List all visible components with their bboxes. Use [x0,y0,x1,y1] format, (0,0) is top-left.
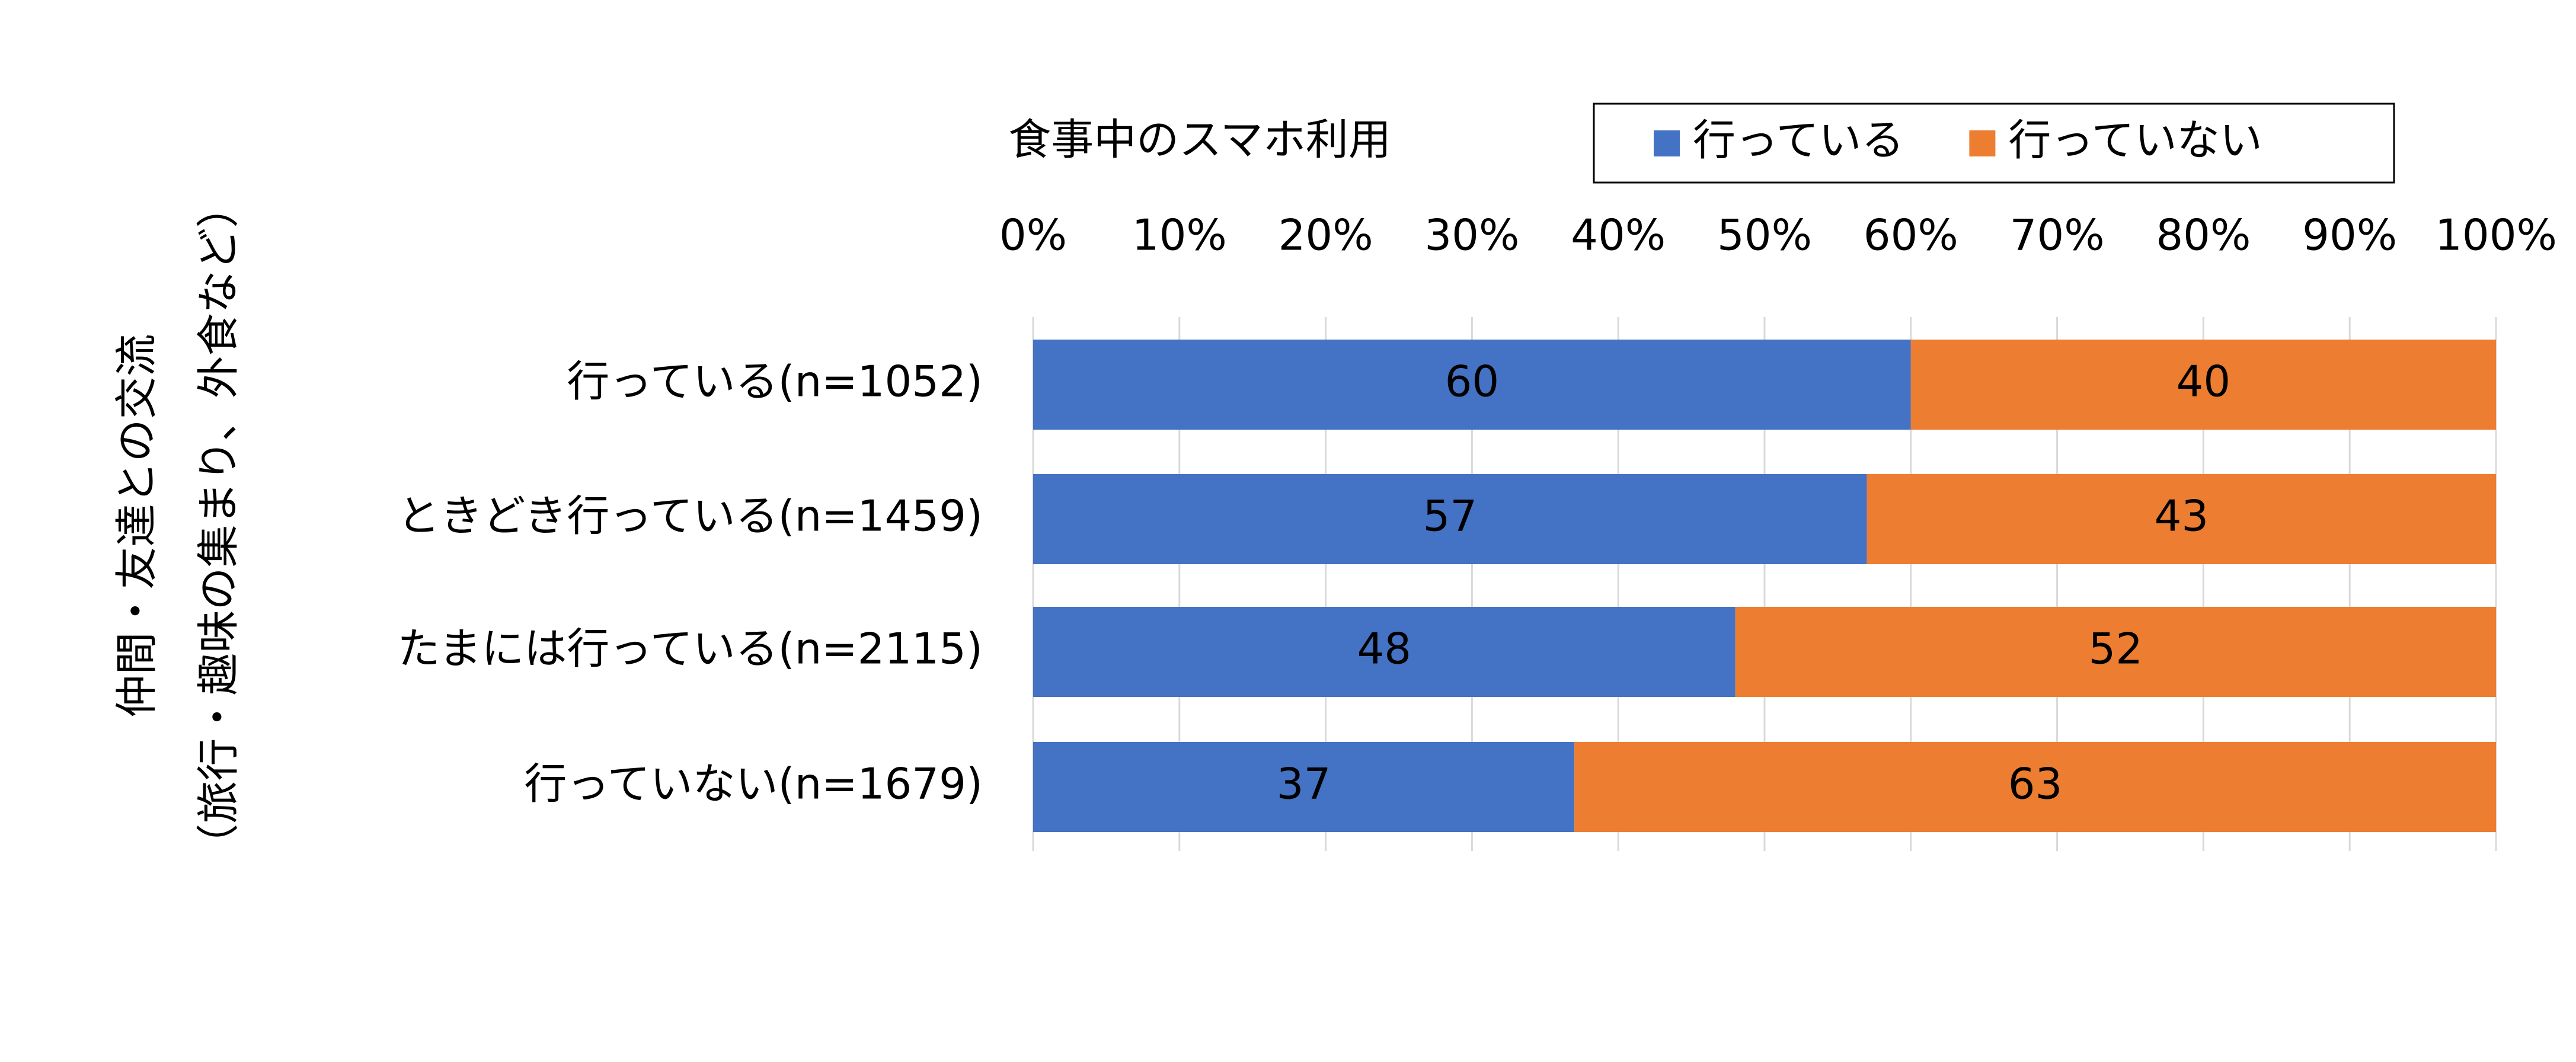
y-tick-label: 行っていない(n=1679) [524,759,983,809]
y-axis-title: 仲間・友達との交流 [112,334,162,717]
y-tick-label: 行っている(n=1052) [567,357,983,407]
x-tick-label: 80% [2156,210,2251,260]
bar-segment [1033,340,1911,430]
x-tick-label: 10% [1132,210,1227,260]
data-label: 40 [2177,357,2231,407]
chart-title: 食事中のスマホ利用 [1008,115,1391,165]
legend-swatch [1654,130,1680,156]
x-tick-label: 0% [999,210,1067,260]
bar-segment [1735,607,2496,697]
bar-segment [1574,742,2496,832]
y-tick-label: ときどき行っている(n=1459) [397,491,983,541]
legend-label: 行っている [1693,116,1904,165]
bar-segment [1910,340,2496,430]
x-tick-label: 50% [1717,210,1812,260]
bar-segment [1867,474,2496,564]
x-tick-label: 70% [2010,210,2105,260]
bar-segment [1033,742,1575,832]
x-tick-label: 60% [1864,210,1958,260]
data-label: 43 [2155,491,2209,541]
x-tick-label: 30% [1424,210,1519,260]
data-label: 48 [1357,624,1412,674]
legend-swatch [1969,130,1996,156]
x-tick-label: 100% [2435,210,2557,260]
bar-segment [1033,474,1867,564]
x-tick-label: 40% [1571,210,1666,260]
y-tick-label: たまには行っている(n=2115) [397,624,983,674]
x-tick-label: 90% [2302,210,2397,260]
legend-label: 行っていない [2008,116,2262,165]
data-label: 37 [1277,759,1331,809]
data-label: 52 [2089,624,2143,674]
bar-segment [1033,607,1736,697]
data-label: 60 [1445,357,1500,407]
x-tick-label: 20% [1279,210,1373,260]
y-axis-title: （旅行・趣味の集まり、外食など） [194,185,244,866]
data-label: 63 [2008,759,2063,809]
data-label: 57 [1423,491,1478,541]
